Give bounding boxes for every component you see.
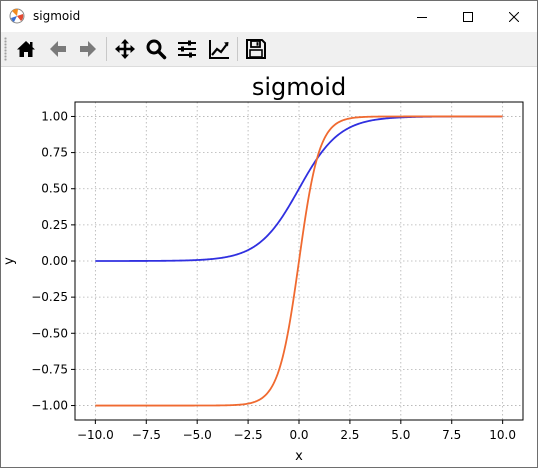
y-tick-label: −0.75 xyxy=(31,362,68,376)
x-tick-label: −10.0 xyxy=(77,428,114,442)
y-tick-label: −1.00 xyxy=(31,399,68,413)
chart-title: sigmoid xyxy=(252,73,346,101)
matplotlib-icon xyxy=(9,8,25,24)
x-tick-label: 2.5 xyxy=(340,428,359,442)
arrow-right-icon xyxy=(80,41,96,57)
close-icon xyxy=(509,11,519,22)
y-axis-label: y xyxy=(2,257,17,265)
close-button[interactable] xyxy=(491,1,537,32)
minimize-icon xyxy=(417,16,427,18)
edit-axis-button[interactable] xyxy=(206,36,232,62)
grid-lines xyxy=(75,102,523,420)
maximize-button[interactable] xyxy=(445,1,491,32)
plot-lines xyxy=(95,115,503,407)
y-tick-label: 1.00 xyxy=(41,109,68,123)
title-bar: sigmoid xyxy=(1,1,537,32)
y-tick-label: 0.75 xyxy=(41,146,68,160)
x-tick-label: −5.0 xyxy=(183,428,212,442)
navigation-toolbar xyxy=(1,32,537,67)
y-tick-label: 0.00 xyxy=(41,254,68,268)
home-button[interactable] xyxy=(13,36,39,62)
home-icon xyxy=(17,41,35,57)
maximize-icon xyxy=(463,11,473,22)
pan-button[interactable] xyxy=(112,36,138,62)
back-button[interactable] xyxy=(45,36,71,62)
minimize-button[interactable] xyxy=(399,1,445,32)
arrow-left-icon xyxy=(50,41,66,57)
toolbar-separator xyxy=(106,37,107,61)
sigmoid-chart[interactable]: sigmoid −10.0 −7.5 −5.0 −2.5 0.0 2.5 5.0 7.5 10.… xyxy=(1,67,537,467)
tanh-line xyxy=(95,115,503,407)
zoom-button[interactable] xyxy=(143,36,169,62)
move-icon xyxy=(115,39,135,59)
save-button[interactable] xyxy=(243,36,269,62)
x-tick-label: 7.5 xyxy=(442,428,461,442)
subplots-button[interactable] xyxy=(174,36,200,62)
x-tick-label: 5.0 xyxy=(391,428,410,442)
axis-ticks: −10.0 −7.5 −5.0 −2.5 0.0 2.5 5.0 7.5 10.0 −1.00 −0… xyxy=(31,109,516,442)
line-chart-icon xyxy=(209,40,229,59)
y-tick-label: −0.50 xyxy=(31,326,68,340)
toolbar-separator xyxy=(237,37,238,61)
floppy-disk-icon xyxy=(246,39,266,59)
sliders-icon xyxy=(178,40,196,58)
x-tick-label: 10.0 xyxy=(489,428,516,442)
toolbar-grip[interactable] xyxy=(4,37,7,61)
forward-button[interactable] xyxy=(75,36,101,62)
x-tick-label: −2.5 xyxy=(234,428,263,442)
x-tick-label: 0.0 xyxy=(289,428,308,442)
magnifier-icon xyxy=(146,39,167,60)
y-tick-label: 0.25 xyxy=(41,218,68,232)
x-axis-label: x xyxy=(295,449,303,464)
y-tick-label: −0.25 xyxy=(31,290,68,304)
figure-canvas[interactable]: sigmoid −10.0 −7.5 −5.0 −2.5 0.0 2.5 5.0 7.5 10.… xyxy=(1,67,537,467)
y-tick-label: 0.50 xyxy=(41,182,68,196)
x-tick-label: −7.5 xyxy=(132,428,161,442)
window-title: sigmoid xyxy=(33,9,81,23)
